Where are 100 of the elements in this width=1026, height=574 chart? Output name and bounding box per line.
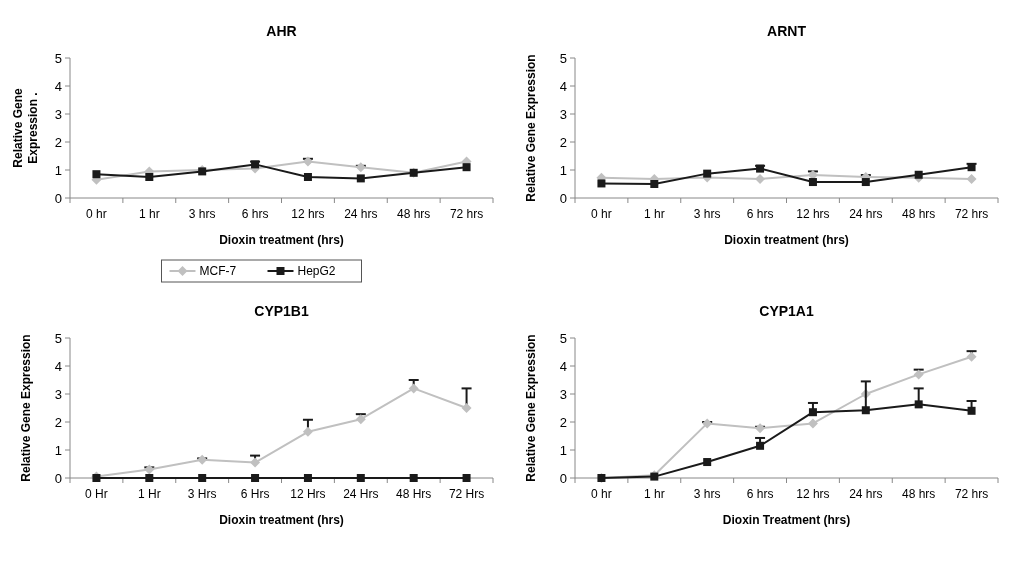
point bbox=[145, 173, 154, 181]
point bbox=[703, 169, 712, 178]
point bbox=[755, 173, 766, 184]
point bbox=[462, 163, 471, 172]
point bbox=[861, 406, 870, 415]
x-tick-label: 24 hrs bbox=[344, 207, 378, 221]
x-tick-label: 72 hrs bbox=[449, 207, 484, 221]
x-axis-title: Dioxin treatment (hrs) bbox=[219, 513, 344, 527]
point bbox=[303, 173, 312, 181]
y-tick-label: 0 bbox=[559, 190, 567, 206]
y-tick-label: 2 bbox=[559, 414, 567, 430]
y-tick-label: 1 bbox=[54, 442, 62, 458]
point bbox=[913, 369, 924, 380]
point bbox=[650, 180, 659, 188]
legend-label: HepG2 bbox=[297, 264, 336, 279]
y-tick-label: 1 bbox=[559, 162, 567, 178]
point bbox=[461, 403, 472, 413]
point bbox=[462, 474, 471, 482]
point bbox=[302, 426, 313, 437]
y-tick-label: 4 bbox=[559, 358, 567, 374]
x-tick-label: 6 hrs bbox=[746, 487, 774, 501]
point bbox=[250, 457, 261, 468]
point bbox=[408, 383, 419, 394]
x-tick-label: 0 hr bbox=[86, 207, 107, 221]
y-tick-label: 5 bbox=[559, 50, 567, 66]
point bbox=[597, 179, 606, 188]
y-tick-label: 0 bbox=[54, 470, 62, 486]
point bbox=[197, 454, 208, 465]
point bbox=[409, 474, 418, 482]
y-tick-label: 3 bbox=[54, 386, 62, 402]
x-tick-label: 48 Hrs bbox=[396, 487, 432, 501]
point bbox=[808, 408, 817, 417]
x-axis-title: Dioxin treatment (hrs) bbox=[219, 233, 344, 247]
y-tick-label: 4 bbox=[559, 78, 567, 94]
x-tick-label: 0 hr bbox=[591, 207, 612, 221]
x-tick-label: 6 Hrs bbox=[240, 487, 270, 501]
chart-title: CYP1A1 bbox=[759, 303, 814, 319]
y-tick-label: 3 bbox=[559, 386, 567, 402]
y-tick-label: 3 bbox=[559, 106, 567, 122]
x-axis-title: Dioxin treatment (hrs) bbox=[724, 233, 849, 247]
y-tick-label: 2 bbox=[54, 414, 62, 430]
point bbox=[967, 406, 976, 415]
point bbox=[703, 458, 712, 467]
x-tick-label: 24 Hrs bbox=[343, 487, 379, 501]
x-tick-label: 3 hrs bbox=[693, 207, 721, 221]
x-tick-label: 12 hrs bbox=[796, 487, 830, 501]
y-tick-label: 3 bbox=[54, 106, 62, 122]
point bbox=[808, 178, 817, 187]
y-tick-label: 2 bbox=[559, 134, 567, 150]
x-tick-label: 1 Hr bbox=[137, 487, 161, 501]
x-tick-label: 1 hr bbox=[643, 207, 665, 221]
x-tick-label: 72 hrs bbox=[954, 207, 989, 221]
point bbox=[251, 474, 260, 482]
y-tick-label: 5 bbox=[559, 330, 567, 346]
y-axis-title: Relative Gene Expression bbox=[524, 334, 538, 482]
x-tick-label: 48 hrs bbox=[397, 207, 431, 221]
x-tick-label: 0 Hr bbox=[85, 487, 108, 501]
y-axis-title: Relative Gene Expression bbox=[524, 54, 538, 202]
y-tick-label: 2 bbox=[54, 134, 62, 150]
x-tick-label: 72 Hrs bbox=[448, 487, 485, 501]
y-tick-label: 5 bbox=[54, 50, 62, 66]
x-tick-label: 0 hr bbox=[591, 487, 612, 501]
point bbox=[914, 400, 923, 409]
x-tick-label: 1 hr bbox=[643, 487, 665, 501]
x-tick-label: 48 hrs bbox=[902, 487, 936, 501]
x-tick-label: 3 hrs bbox=[188, 207, 216, 221]
x-tick-label: 6 hrs bbox=[746, 207, 774, 221]
x-axis-title: Dioxin Treatment (hrs) bbox=[722, 513, 851, 527]
point bbox=[144, 464, 155, 475]
x-tick-label: 12 Hrs bbox=[290, 487, 326, 501]
x-tick-label: 6 hrs bbox=[241, 207, 269, 221]
x-tick-label: 24 hrs bbox=[849, 487, 883, 501]
x-tick-label: 3 Hrs bbox=[187, 487, 217, 501]
point bbox=[914, 170, 923, 179]
x-tick-label: 12 hrs bbox=[796, 207, 830, 221]
point bbox=[145, 474, 154, 482]
point bbox=[755, 423, 766, 434]
point bbox=[966, 351, 977, 362]
legend-label: MCF-7 bbox=[199, 264, 237, 279]
point bbox=[861, 178, 870, 187]
x-tick-label: 48 hrs bbox=[902, 207, 936, 221]
chart-title: AHR bbox=[266, 23, 297, 39]
point bbox=[356, 474, 365, 482]
point bbox=[355, 414, 366, 425]
y-tick-label: 4 bbox=[54, 78, 62, 94]
chart-title: ARNT bbox=[767, 23, 807, 39]
y-tick-label: 0 bbox=[559, 470, 567, 486]
x-tick-label: 72 hrs bbox=[954, 487, 989, 501]
point bbox=[198, 474, 207, 482]
point bbox=[92, 170, 101, 179]
x-tick-label: 1 hr bbox=[138, 207, 160, 221]
point bbox=[356, 174, 365, 183]
y-axis-title: Relative Gene Expression . bbox=[11, 87, 40, 168]
x-tick-label: 3 hrs bbox=[693, 487, 721, 501]
y-tick-label: 5 bbox=[54, 330, 62, 346]
point bbox=[807, 418, 818, 429]
point bbox=[756, 441, 765, 450]
x-tick-label: 12 hrs bbox=[291, 207, 325, 221]
point bbox=[303, 474, 312, 482]
y-tick-label: 4 bbox=[54, 358, 62, 374]
